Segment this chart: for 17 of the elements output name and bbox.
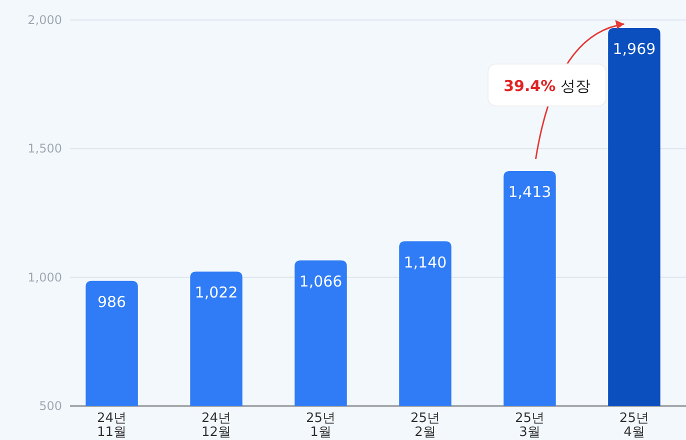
data-label: 1,066 (299, 272, 342, 290)
data-label: 1,140 (404, 253, 447, 272)
data-label: 1,022 (194, 284, 238, 302)
y-tick-label: 1,000 (28, 270, 62, 284)
x-tick-label: 25년 4월 (619, 411, 649, 440)
y-tick-label: 1,500 (28, 142, 62, 156)
x-tick-label: 24년 11월 (97, 411, 127, 440)
x-tick-label: 25년 3월 (514, 411, 544, 440)
x-tick-label: 25년 1월 (306, 411, 336, 440)
data-label: 986 (97, 292, 126, 311)
annotation: 39.4% 성장 (504, 77, 590, 95)
y-tick-label: 2,000 (28, 13, 62, 27)
y-tick-label: 500 (39, 399, 62, 413)
data-label: 1,969 (612, 40, 656, 58)
x-tick-label: 24년 12월 (202, 411, 232, 440)
data-label: 1,413 (508, 183, 552, 202)
x-tick-label: 25년 2월 (410, 411, 440, 440)
